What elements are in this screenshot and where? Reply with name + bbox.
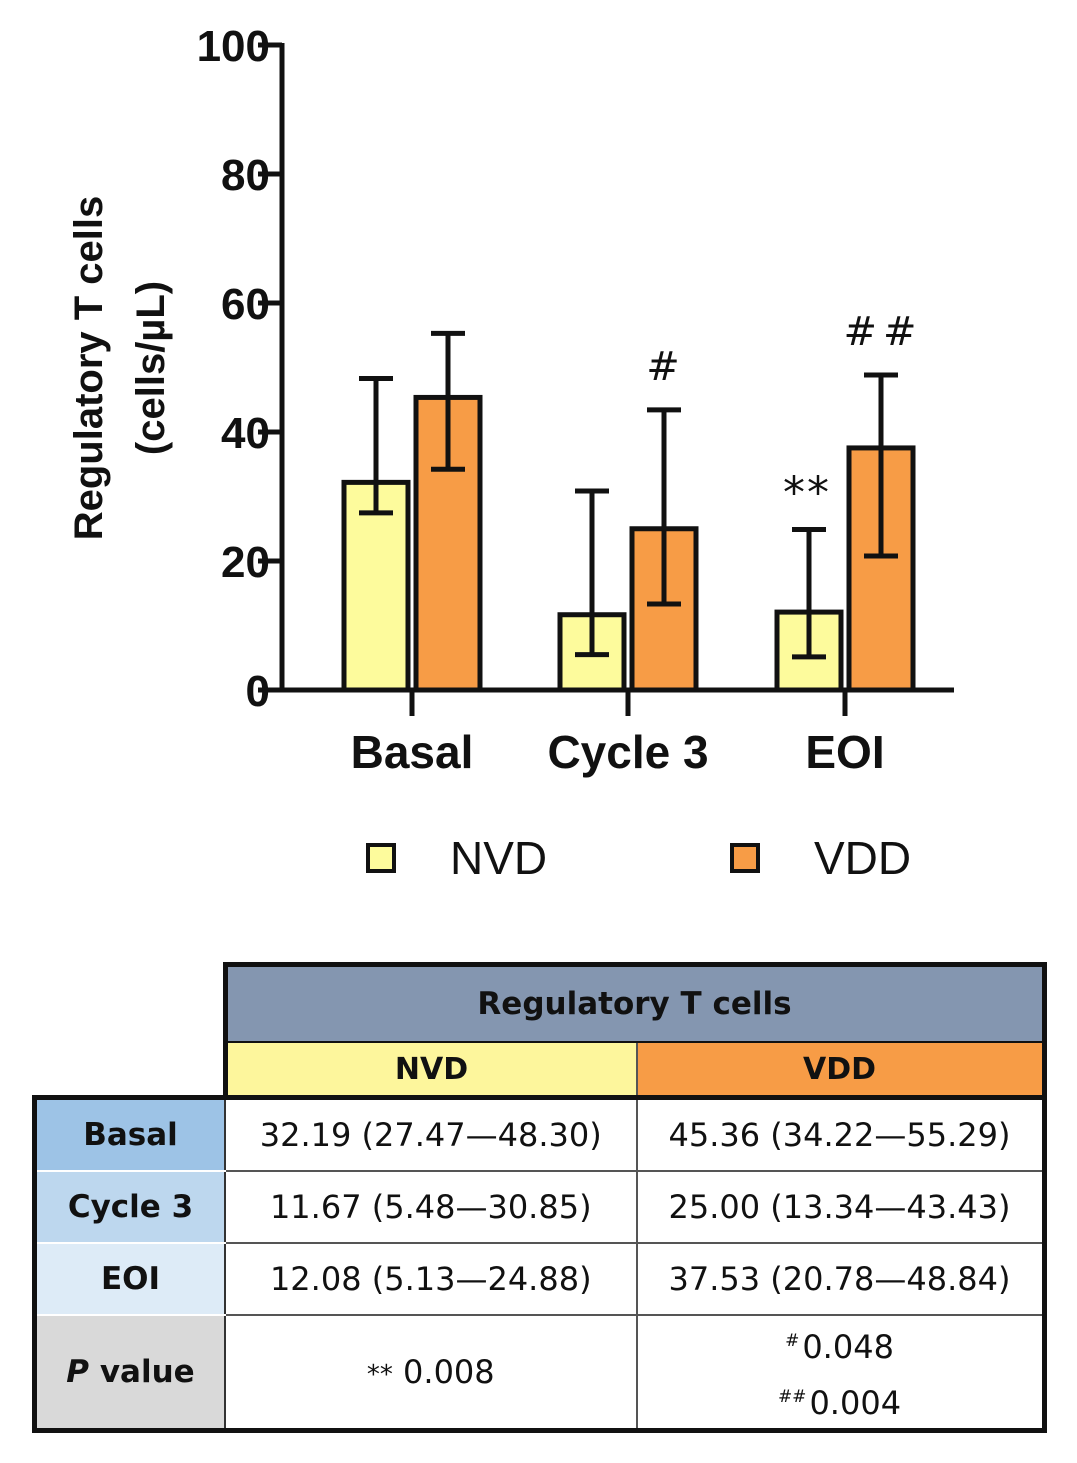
y-tick-label: 0 [246, 667, 270, 716]
p-value-row: P value ** 0.008 #0.048 ##0.004 [32, 1315, 1047, 1433]
table-row: Cycle 3 11.67 (5.48—30.85) 25.00 (13.34—… [32, 1171, 1047, 1244]
p-value-vdd-eoi: ##0.004 [638, 1372, 1042, 1428]
y-axis-unit-label: (cells/µL) [129, 281, 173, 455]
p-value-label: value [99, 1354, 195, 1390]
y-tick-label: 60 [221, 280, 270, 329]
table-cell-nvd: 32.19 (27.47—48.30) [225, 1095, 638, 1172]
bars: **### [341, 309, 922, 693]
significance-annotation: # [646, 344, 686, 390]
y-axis-label: Regulatory T cells [67, 196, 111, 541]
y-tick-label: 20 [221, 538, 270, 587]
y-axis: 0 20 40 60 80 100 [197, 22, 285, 716]
row-header-p-value: P value [32, 1315, 226, 1433]
legend-label-vdd: VDD [814, 832, 912, 884]
table-cell-vdd: 37.53 (20.78—48.84) [636, 1243, 1047, 1316]
significance-annotation: ** [783, 468, 831, 519]
y-tick-label: 100 [197, 22, 270, 71]
table-cell-vdd: 25.00 (13.34—43.43) [636, 1171, 1047, 1244]
row-header-cycle3: Cycle 3 [32, 1171, 226, 1244]
x-axis: Basal Cycle 3 EOI [280, 687, 954, 778]
row-header-eoi: EOI [32, 1243, 226, 1316]
p-value-vdd: #0.048 ##0.004 [636, 1315, 1047, 1433]
table-title: Regulatory T cells [222, 962, 1047, 1043]
y-tick-label: 40 [221, 409, 270, 458]
table-cell-vdd: 45.36 (34.22—55.29) [636, 1095, 1047, 1172]
x-tick-label: Cycle 3 [547, 726, 708, 778]
x-tick-label: Basal [351, 726, 474, 778]
legend-swatch-vdd [730, 843, 760, 873]
p-mark-vdd-cycle3: # [785, 1331, 800, 1351]
p-mark-nvd: ** [366, 1360, 393, 1390]
legend-label-nvd: NVD [450, 832, 548, 884]
p-number-vdd-cycle3: 0.048 [802, 1328, 894, 1366]
p-mark-vdd-eoi: ## [777, 1387, 807, 1407]
x-tick-label: EOI [805, 726, 884, 778]
results-table: Regulatory T cells NVD VDD Basal 32.19 (… [32, 962, 1047, 1433]
legend-item-vdd: VDD [730, 828, 911, 888]
table-row: Basal 32.19 (27.47—48.30) 45.36 (34.22—5… [32, 1095, 1047, 1172]
legend-swatch-nvd [366, 843, 396, 873]
table-cell-nvd: 12.08 (5.13—24.88) [225, 1243, 638, 1316]
p-value-vdd-cycle3: #0.048 [638, 1316, 1042, 1372]
p-value-nvd: ** 0.008 [225, 1315, 638, 1433]
table-row: EOI 12.08 (5.13—24.88) 37.53 (20.78—48.8… [32, 1243, 1047, 1316]
legend-item-nvd: NVD [366, 828, 547, 888]
y-tick-label: 80 [221, 151, 270, 200]
significance-annotation: ## [843, 309, 922, 355]
p-number-vdd-eoi: 0.004 [809, 1384, 902, 1422]
p-number-nvd: 0.008 [403, 1353, 495, 1391]
column-header-vdd: VDD [636, 1042, 1047, 1099]
p-symbol: P [66, 1354, 90, 1390]
row-header-basal: Basal [32, 1095, 226, 1172]
table-cell-nvd: 11.67 (5.48—30.85) [225, 1171, 638, 1244]
column-header-nvd: NVD [222, 1042, 638, 1099]
